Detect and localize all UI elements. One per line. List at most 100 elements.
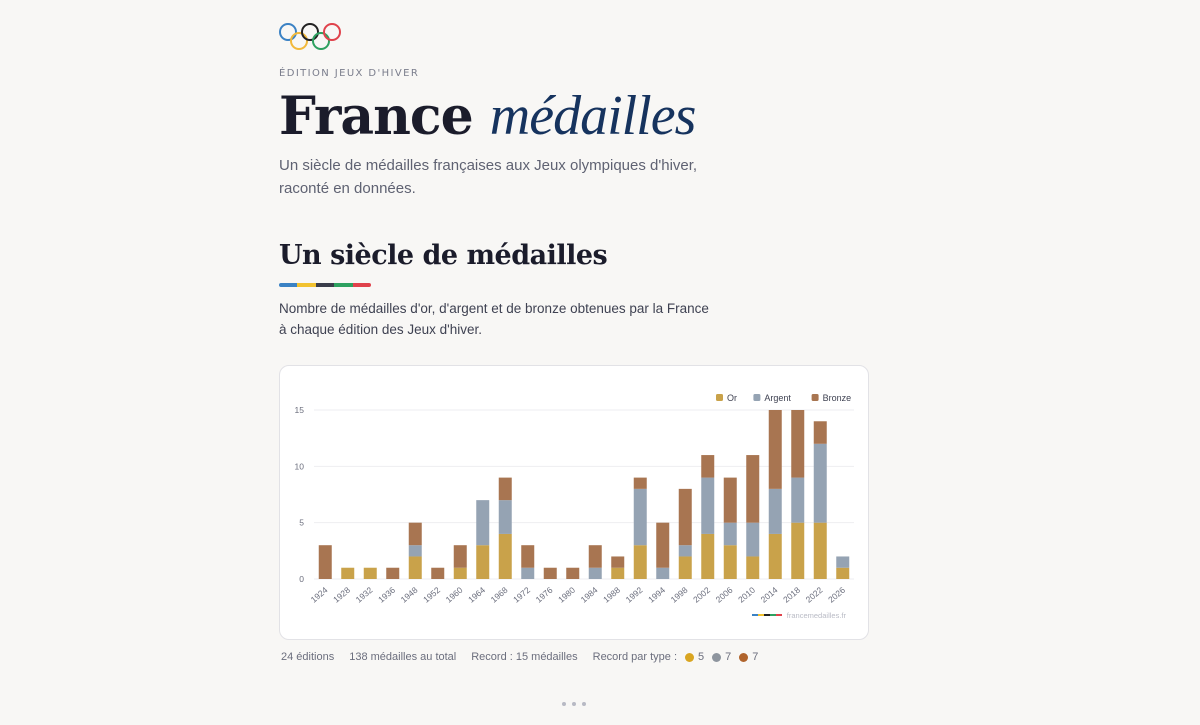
bar-or: [633, 545, 647, 579]
stripe-segment: [297, 283, 316, 287]
bar-argent: [633, 488, 647, 546]
bar-argent: [498, 500, 512, 534]
pager-dots[interactable]: [562, 702, 586, 706]
stripe-segment: [315, 283, 335, 287]
stripe-segment: [279, 283, 298, 287]
x-tick-label: 2006: [714, 585, 735, 605]
chart-card: 0 5 10 15 1924 1928 1932 1936 1948 1952 1960 1964 19…: [279, 365, 869, 640]
record-medals: Record : 15 médailles: [471, 651, 578, 663]
bar-argent: [723, 522, 737, 546]
bar-or: [453, 567, 467, 579]
x-tick-label: 2014: [759, 585, 780, 605]
x-tick-label: 1988: [601, 585, 622, 605]
y-tick-label: 15: [295, 405, 305, 415]
bronze-medal-icon: [739, 652, 749, 662]
watermark-stripe: [758, 614, 764, 616]
y-tick-label: 5: [299, 518, 304, 528]
x-tick-label: 1952: [421, 585, 442, 605]
bar-or: [746, 556, 760, 579]
x-tick-label: 1972: [511, 585, 532, 605]
bar-argent: [746, 522, 760, 557]
x-tick-label: 1960: [444, 585, 465, 605]
chart-watermark: francemedailles.fr: [787, 611, 847, 620]
bar-argent: [701, 477, 715, 534]
bar-or: [678, 556, 692, 579]
bar-bronze: [431, 567, 445, 579]
stripe-segment: [352, 283, 371, 287]
bar-bronze: [633, 477, 647, 489]
watermark-stripe: [764, 614, 770, 616]
olympic-rings-logo: [279, 23, 341, 50]
pager-dot[interactable]: [572, 702, 576, 706]
bar-argent: [836, 556, 850, 568]
bar-or: [813, 522, 827, 579]
total-medals: 138 médailles au total: [349, 651, 457, 663]
bar-or: [408, 556, 422, 579]
bar-bronze: [521, 545, 535, 568]
bar-bronze: [408, 522, 422, 546]
bar-or: [723, 545, 737, 579]
silver-medal-icon: [712, 652, 722, 662]
stripe-segment: [334, 283, 353, 287]
pager-dot[interactable]: [582, 702, 586, 706]
title-accent: médailles: [489, 85, 697, 147]
y-tick-label: 0: [299, 574, 304, 584]
x-tick-label: 2018: [781, 585, 802, 605]
x-tick-label: 1976: [534, 585, 555, 605]
x-tick-label: 2026: [826, 585, 847, 605]
legend-label: Bronze: [823, 393, 852, 403]
bar-bronze: [588, 545, 602, 568]
bar-or: [836, 567, 850, 579]
x-tick-label: 1992: [624, 585, 645, 605]
bar-or: [476, 545, 490, 579]
bar-or: [611, 567, 625, 579]
watermark-stripe: [776, 614, 782, 616]
bar-or: [791, 522, 805, 579]
legend-swatch: [811, 394, 819, 401]
x-tick-label: 1924: [309, 585, 330, 605]
bar-or: [363, 567, 377, 579]
section-title: Un siècle de médailles: [279, 240, 608, 271]
bar-bronze: [723, 477, 737, 523]
bar-bronze: [656, 522, 670, 568]
edition-label: ÉDITION JEUX D'HIVER: [279, 68, 420, 79]
bar-bronze: [386, 567, 400, 579]
pager-dot[interactable]: [562, 702, 566, 706]
section-color-stripe: [279, 283, 371, 287]
x-tick-label: 1968: [489, 585, 510, 605]
gold-medal-icon: [685, 652, 694, 662]
x-tick-label: 1994: [646, 585, 667, 605]
bar-or: [341, 567, 355, 579]
bar-bronze: [318, 545, 332, 579]
x-tick-label: 2010: [736, 585, 757, 605]
x-tick-label: 2002: [691, 585, 712, 605]
bar-bronze: [678, 488, 692, 546]
bar-bronze: [746, 455, 760, 523]
bar-argent: [678, 545, 692, 557]
section-description: Nombre de médailles d'or, d'argent et de…: [279, 301, 709, 337]
bar-argent: [791, 477, 805, 523]
y-tick-label: 10: [295, 461, 305, 471]
bar-bronze: [813, 421, 827, 444]
gold-record: 5: [698, 651, 705, 663]
bar-bronze: [611, 556, 625, 568]
legend-label: Or: [727, 393, 737, 403]
bronze-record: 7: [752, 651, 759, 663]
bar-bronze: [543, 567, 557, 579]
legend-swatch: [753, 394, 761, 401]
bar-argent: [656, 567, 670, 579]
title-main: France: [279, 86, 474, 147]
bar-bronze: [566, 567, 580, 579]
watermark-stripe: [752, 614, 758, 616]
bar-argent: [813, 443, 827, 523]
silver-record: 7: [725, 651, 732, 663]
x-tick-label: 2022: [804, 585, 825, 605]
record-by-type: Record par type : 5 7 7: [593, 651, 759, 663]
legend-swatch: [716, 394, 723, 401]
x-tick-label: 1984: [579, 585, 600, 605]
bar-or: [701, 533, 715, 579]
legend-label: Argent: [764, 393, 791, 403]
bar-argent: [408, 545, 422, 557]
bar-argent: [521, 567, 535, 579]
x-tick-label: 1928: [331, 585, 352, 605]
